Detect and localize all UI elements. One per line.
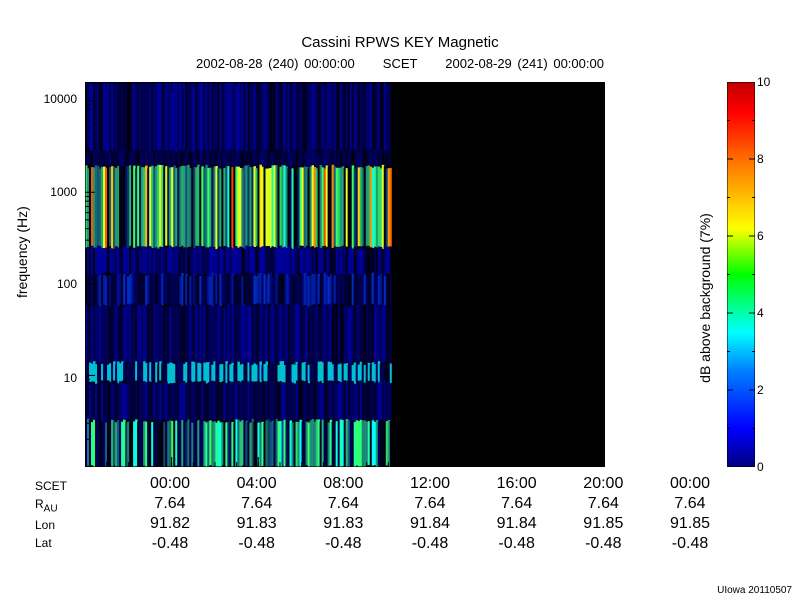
x-tick-label: 20:00 — [578, 475, 628, 493]
x-tick-label: 7.64 — [665, 495, 715, 513]
y-tick-label: 1000 — [50, 185, 77, 199]
lat-header: Lat — [35, 536, 85, 550]
x-tick-label: 04:00 — [232, 475, 282, 493]
y-tick-label: 10 — [64, 371, 77, 385]
x-axis-labels: SCET RAU Lon Lat 00:0004:0008:0012:0016:… — [85, 475, 605, 560]
scet-header: SCET — [35, 479, 85, 493]
x-tick-label: 7.64 — [318, 495, 368, 513]
x-tick-label: 7.64 — [405, 495, 455, 513]
plot-title: Cassini RPWS KEY Magnetic — [0, 34, 800, 51]
x-tick-label: 91.83 — [318, 515, 368, 533]
y-axis-label: frequency (Hz) — [14, 206, 30, 298]
subtitle-mid: SCET — [383, 56, 417, 71]
colorbar-tick-label: 10 — [757, 75, 770, 89]
spectrogram-plot — [85, 82, 605, 467]
x-tick-label: 7.64 — [492, 495, 542, 513]
x-tick-label: 7.64 — [232, 495, 282, 513]
figure: Cassini RPWS KEY Magnetic 2002-08-28 (24… — [0, 0, 800, 600]
x-tick-label: 91.83 — [232, 515, 282, 533]
x-tick-label: 00:00 — [665, 475, 715, 493]
colorbar-tick-label: 4 — [757, 306, 764, 320]
x-tick-label: 08:00 — [318, 475, 368, 493]
colorbar-tick-label: 8 — [757, 152, 764, 166]
x-tick-label: 91.85 — [665, 515, 715, 533]
subtitle-left: 2002-08-28 (240) 00:00:00 — [196, 56, 355, 71]
y-axis-ticks: 10000 1000 100 10 — [35, 82, 85, 467]
colorbar-ticks: 0246810 — [755, 82, 770, 467]
colorbar-tick-label: 0 — [757, 460, 764, 474]
x-tick-label: 16:00 — [492, 475, 542, 493]
rau-header: RAU — [35, 497, 85, 514]
colorbar-tick-label: 6 — [757, 229, 764, 243]
colorbar — [727, 82, 755, 467]
y-tick-label: 10000 — [44, 92, 77, 106]
subtitle-right: 2002-08-29 (241) 00:00:00 — [445, 56, 604, 71]
x-tick-label: -0.48 — [405, 535, 455, 553]
x-tick-label: 7.64 — [578, 495, 628, 513]
x-tick-label: 91.82 — [145, 515, 195, 533]
x-tick-label: 7.64 — [145, 495, 195, 513]
x-tick-label: 91.84 — [492, 515, 542, 533]
x-tick-label: -0.48 — [492, 535, 542, 553]
x-tick-label: -0.48 — [232, 535, 282, 553]
footer-credit: UIowa 20110507 — [717, 585, 792, 596]
x-tick-label: 91.85 — [578, 515, 628, 533]
colorbar-tick-label: 2 — [757, 383, 764, 397]
x-tick-label: -0.48 — [145, 535, 195, 553]
x-tick-label: 12:00 — [405, 475, 455, 493]
x-tick-label: -0.48 — [665, 535, 715, 553]
plot-subtitle: 2002-08-28 (240) 00:00:00 SCET 2002-08-2… — [0, 56, 800, 71]
colorbar-label: dB above background (7%) — [697, 213, 713, 383]
x-tick-label: 00:00 — [145, 475, 195, 493]
x-tick-label: 91.84 — [405, 515, 455, 533]
x-tick-label: -0.48 — [578, 535, 628, 553]
lon-header: Lon — [35, 518, 85, 532]
x-tick-label: -0.48 — [318, 535, 368, 553]
y-tick-label: 100 — [57, 277, 77, 291]
